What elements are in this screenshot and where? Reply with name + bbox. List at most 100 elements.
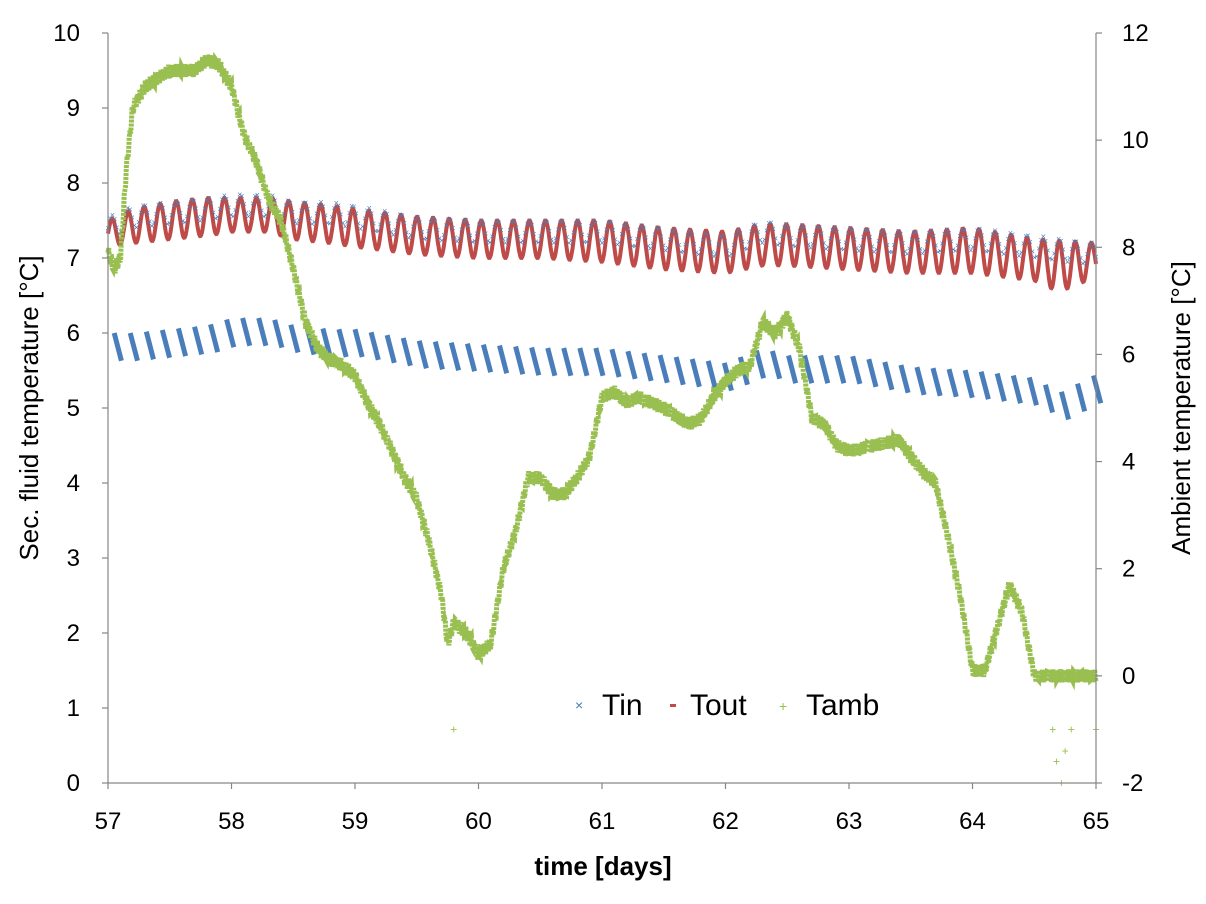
series-tin-point: × — [799, 220, 804, 230]
series-tin-point: × — [1067, 253, 1072, 263]
series-tin-point: × — [725, 245, 730, 255]
series-tin-point: × — [474, 228, 479, 238]
series-tin-point: × — [369, 209, 374, 219]
series-tin-point: × — [654, 223, 659, 233]
series-tin-point: × — [674, 230, 679, 240]
series-tin-point: × — [422, 234, 427, 244]
x-tick-label: 64 — [959, 808, 986, 835]
series-tin-point: × — [112, 214, 117, 224]
series-tin-point: × — [962, 225, 967, 235]
series-tin-point: × — [417, 218, 422, 228]
series-tin-point: × — [419, 227, 424, 237]
series-tin-point: × — [841, 244, 846, 254]
series-tin-point: × — [602, 233, 607, 243]
series-tin-segment — [224, 318, 237, 348]
series-tin-point: × — [329, 212, 334, 222]
series-tin-point: × — [591, 216, 596, 226]
series-tin-point: × — [182, 217, 187, 227]
series-tin-segment — [400, 337, 413, 367]
series-tin-point: × — [301, 198, 306, 208]
y-right-tick-label: -2 — [1122, 770, 1143, 797]
series-tin-point: × — [775, 240, 780, 250]
series-tin-point: × — [948, 236, 953, 246]
series-tin-point: × — [487, 238, 492, 248]
series-tin-point: × — [321, 201, 326, 211]
series-tin-point: × — [187, 202, 192, 212]
series-tin-point: × — [929, 226, 934, 236]
series-tin-point: × — [325, 218, 330, 228]
series-tin-segment — [593, 347, 606, 377]
tick-labels: 57 58 59 60 61 62 63 64 65012345678910-202468101… — [53, 20, 1148, 835]
series-tin-point: × — [852, 234, 857, 244]
series-tin-point: × — [121, 219, 126, 229]
series-tin-point: × — [832, 222, 837, 232]
series-tin-point: × — [720, 231, 725, 241]
series-tin-point: × — [193, 203, 198, 213]
series-tin-point: × — [665, 243, 670, 253]
series-tin-point: × — [534, 236, 539, 246]
series-tin-point: × — [538, 231, 543, 241]
series-tin-point: × — [628, 233, 633, 243]
series-tin-point: × — [705, 230, 710, 240]
series-tin-point: × — [595, 226, 600, 236]
series-tin-point: × — [834, 227, 839, 237]
series-tin-point: × — [692, 239, 697, 249]
series-tin-point: × — [516, 232, 521, 242]
series-tin-point: × — [505, 234, 510, 244]
series-tin-point: × — [356, 218, 361, 228]
series-tin-point: × — [703, 229, 708, 239]
series-tin-point: × — [896, 226, 901, 236]
series-tin-segment — [673, 356, 686, 386]
series-tin-point: × — [733, 230, 738, 240]
series-tin-point: × — [709, 247, 714, 257]
series-tin-point: × — [108, 213, 113, 223]
series-tin-point: × — [577, 220, 582, 230]
series-tin-point: × — [134, 222, 139, 232]
series-tin-point: × — [259, 205, 264, 215]
series-tamb-outlier: + — [1068, 722, 1075, 736]
series-tin-point: × — [555, 224, 560, 234]
series-tin-point: × — [1058, 236, 1063, 246]
series-tin-point: × — [485, 236, 490, 246]
series-tin-segment — [946, 368, 959, 398]
series-tin-point: × — [116, 228, 121, 238]
y-right-tick-label: 0 — [1122, 663, 1135, 690]
series-tin-point: × — [465, 221, 470, 231]
series-tin-point: × — [231, 211, 236, 221]
series-tin-point: × — [518, 238, 523, 248]
series-tin-point: × — [1043, 236, 1048, 246]
series-tin-point: × — [241, 199, 246, 209]
series-tin-point: × — [1019, 247, 1024, 257]
legend-item-tamb: + Tamb — [779, 689, 879, 722]
series-tin-point: × — [694, 247, 699, 257]
y-axis-left-title: Sec. fluid temperature [°C] — [14, 255, 44, 560]
series-tin-point: × — [1032, 253, 1037, 263]
series-tin-point: × — [503, 238, 508, 248]
series-tin-point: × — [507, 225, 512, 235]
series-tin-point: × — [228, 210, 233, 220]
series-tin-segment — [1075, 382, 1088, 413]
series-tin-point: × — [773, 234, 778, 244]
series-tin-point: × — [1036, 244, 1041, 254]
y-left-tick-label: 4 — [67, 470, 80, 497]
series-tin-segment — [208, 323, 221, 353]
series-tin-point: × — [358, 224, 363, 234]
series-tin-point: × — [757, 235, 762, 245]
series-tin-point: × — [1082, 257, 1087, 267]
series-tin-point: × — [1063, 253, 1068, 263]
legend-label-tout: Tout — [690, 689, 747, 722]
series-tin-point: × — [878, 228, 883, 238]
series-tin-point: × — [318, 197, 323, 207]
series-tin-point: × — [641, 223, 646, 233]
series-tin-point: × — [608, 218, 613, 228]
series-tin-point: × — [1030, 246, 1035, 256]
series-tin-point: × — [749, 227, 754, 237]
axes — [102, 32, 1102, 789]
plot-area: ××××××××××××××××××××××××××××××××××××××××… — [105, 51, 1104, 790]
series-tin-point: × — [235, 196, 240, 206]
series-tin-point: × — [753, 220, 758, 230]
series-tin-point: × — [843, 238, 848, 248]
series-tin-point: × — [911, 227, 916, 237]
series-tin-segment — [689, 358, 702, 388]
series-tin-point: × — [621, 221, 626, 231]
